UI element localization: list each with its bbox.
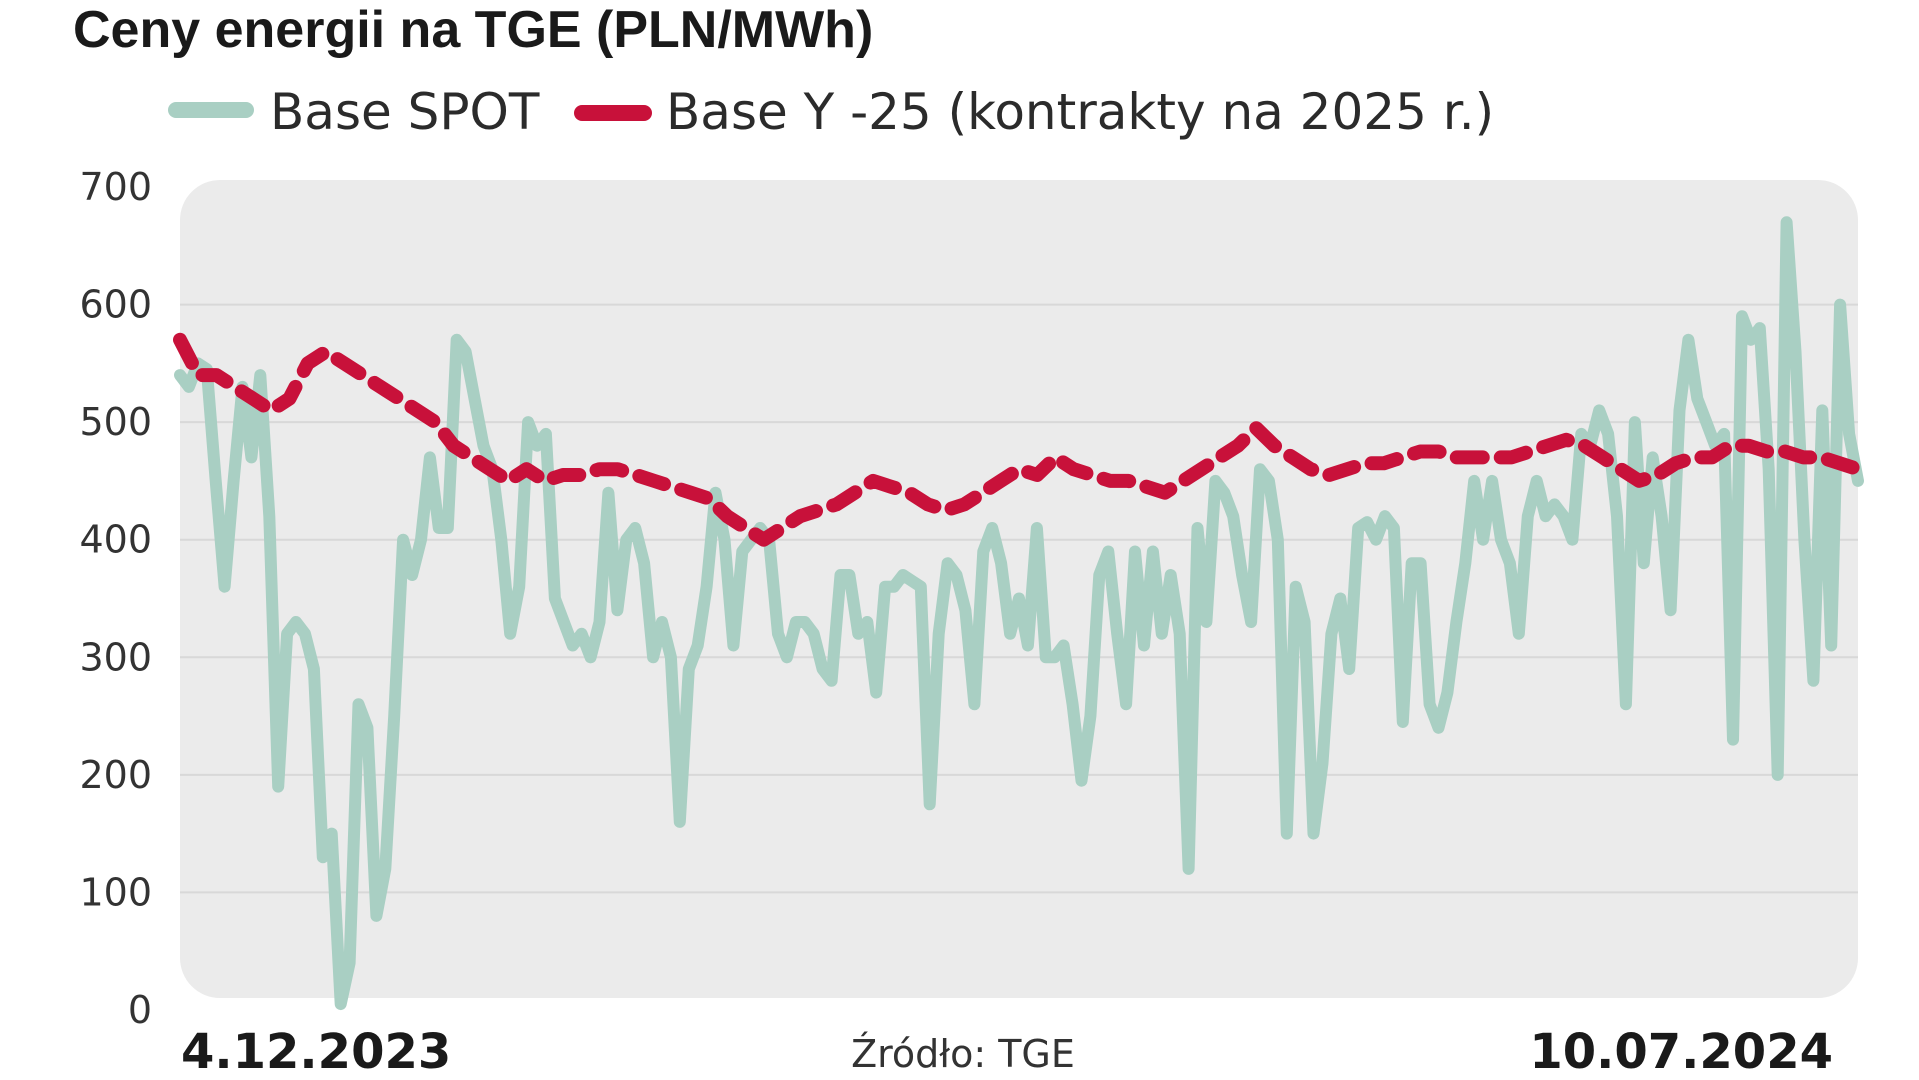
y-tick-label-600: 600	[79, 283, 152, 327]
y-tick-label-500: 500	[79, 400, 152, 444]
x-end-date: 10.07.2024	[1529, 1024, 1833, 1080]
series-line-base-y25	[173, 332, 1865, 547]
legend: Base SPOT Base Y -25 (kontrakty na 2025 …	[168, 83, 1494, 141]
plot-area	[180, 180, 1858, 998]
y-tick-label-0: 0	[128, 988, 152, 1032]
series-group	[173, 216, 1865, 1011]
series-line-base-spot	[174, 216, 1864, 1011]
chart-title: Ceny energii na TGE (PLN/MWh)	[73, 1, 873, 59]
y-tick-label-200: 200	[79, 753, 152, 797]
legend-label-base-spot: Base SPOT	[270, 83, 540, 141]
y-tick-label-700: 700	[79, 165, 152, 209]
y-tick-label-400: 400	[79, 518, 152, 562]
legend-label-base-y25: Base Y -25 (kontrakty na 2025 r.)	[666, 83, 1494, 141]
gridlines	[180, 303, 1858, 894]
y-axis-ticks: 0 100 200 300 400 500 600 700	[79, 165, 152, 1032]
x-start-date: 4.12.2023	[181, 1024, 451, 1080]
source-note: Źródło: TGE	[851, 1032, 1075, 1076]
y-tick-label-300: 300	[79, 635, 152, 679]
y-tick-label-100: 100	[79, 870, 152, 914]
